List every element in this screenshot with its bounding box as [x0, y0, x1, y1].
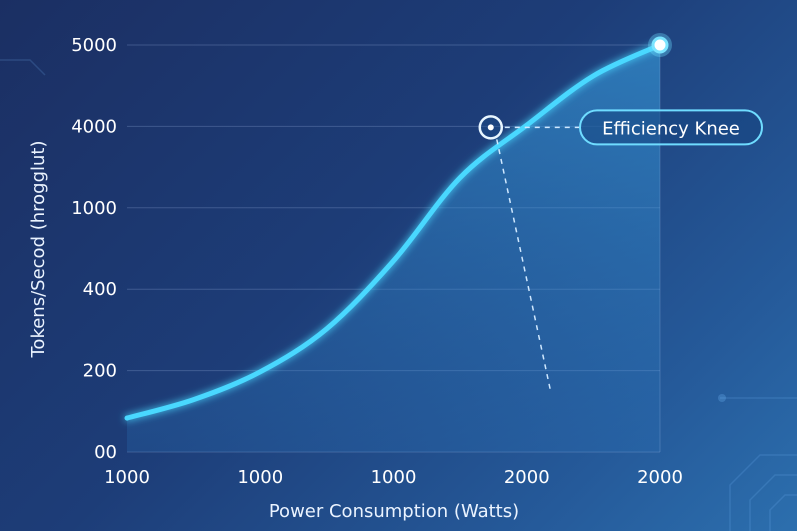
background-circuit-decoration — [0, 59, 797, 531]
y-tick-label: 200 — [83, 361, 117, 382]
annotation-drop-line — [496, 139, 552, 393]
series-line — [124, 42, 663, 421]
y-tick-label: 400 — [83, 279, 117, 300]
x-tick-label: 1000 — [104, 467, 150, 488]
y-axis-title: Tokens/Secod (hrogglut) — [28, 140, 49, 358]
annotation-label-box — [579, 109, 763, 146]
x-tick-label: 1000 — [371, 467, 417, 488]
x-axis-ticks: 1000 1000 1000 2000 2000 — [104, 467, 683, 488]
y-axis-ticks: 00 200 400 1000 4000 5000 — [71, 35, 117, 463]
y-tick-label: 1000 — [71, 198, 117, 219]
x-axis-title: Power Consumption (Watts) — [269, 501, 519, 522]
x-tick-label: 2000 — [504, 467, 550, 488]
y-tick-label: 00 — [94, 442, 117, 463]
efficiency-knee-annotation: Efficiency Knee — [478, 109, 763, 393]
annotation-point — [487, 124, 494, 131]
area-fill — [127, 45, 660, 452]
endpoint-marker — [651, 36, 669, 54]
y-tick-label: 5000 — [71, 35, 117, 56]
annotation-label: Efficiency Knee — [602, 118, 740, 139]
y-tick-label: 4000 — [71, 116, 117, 137]
x-tick-label: 1000 — [237, 467, 283, 488]
x-tick-label: 2000 — [637, 467, 683, 488]
